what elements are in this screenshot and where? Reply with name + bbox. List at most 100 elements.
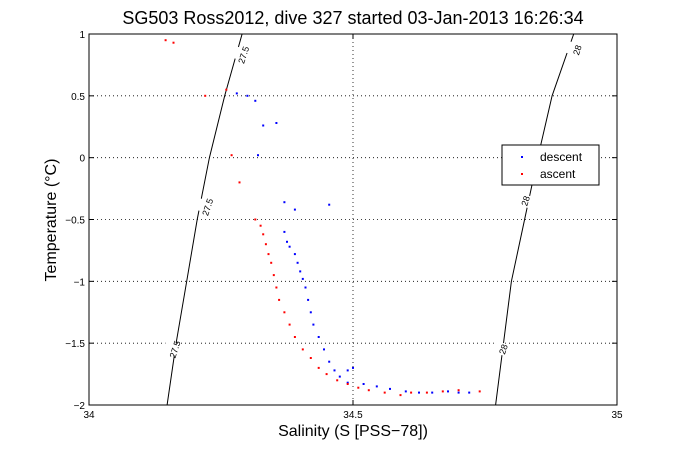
descent-point — [338, 375, 341, 378]
contour-label: 28 — [519, 195, 532, 208]
descent-point — [296, 261, 299, 264]
ascent-point — [399, 394, 402, 397]
descent-point — [301, 277, 304, 280]
descent-point — [457, 391, 460, 394]
contour-line-27-5 — [166, 34, 243, 405]
descent-point — [328, 203, 331, 206]
descent-point — [275, 122, 278, 124]
descent-point — [293, 208, 296, 211]
descent-point — [246, 94, 249, 97]
ascent-point — [272, 274, 275, 277]
ascent-point — [357, 386, 360, 389]
descent-point — [254, 99, 257, 102]
contour-label-bg — [513, 191, 538, 211]
ascent-point — [254, 218, 257, 221]
axis-ticks: 34 34.5 35 −2 −1.5 −1 −0.5 0 0.5 1 — [65, 30, 623, 421]
legend-label-ascent: ascent — [540, 167, 576, 181]
ascent-point — [309, 357, 312, 359]
legend-label-descent: descent — [540, 150, 583, 164]
descent-point — [307, 298, 310, 301]
y-tick-label: 1 — [79, 30, 85, 41]
x-axis-label: Salinity (S [PSS−78]) — [278, 423, 428, 440]
data-points — [164, 39, 481, 397]
series-ascent — [164, 39, 481, 397]
ascent-point — [225, 88, 228, 91]
descent-point — [299, 270, 302, 273]
ascent-point — [410, 391, 413, 394]
ascent-point — [230, 154, 233, 157]
descent-point — [346, 381, 349, 384]
descent-point — [262, 124, 265, 127]
y-axis-label: Temperature (°C) — [43, 159, 60, 282]
descent-point — [283, 230, 286, 233]
ascent-point — [264, 243, 267, 246]
ascent-point — [441, 390, 444, 393]
descent-point — [304, 286, 307, 289]
ascent-point — [288, 323, 291, 326]
ascent-point — [317, 366, 320, 369]
ascent-point — [172, 41, 175, 44]
ascent-point — [267, 253, 270, 256]
ascent-point — [367, 389, 370, 392]
descent-point — [283, 201, 286, 204]
ascent-point — [270, 261, 273, 264]
descent-point — [352, 366, 354, 369]
descent-point — [389, 387, 391, 390]
ascent-point — [275, 286, 278, 289]
x-tick-label: 35 — [611, 410, 623, 421]
descent-point — [286, 240, 288, 243]
contour-label-bg — [491, 340, 516, 359]
ascent-point — [164, 39, 167, 42]
contour-label: 28 — [571, 44, 584, 57]
x-tick-label: 34.5 — [343, 410, 363, 421]
ascent-point — [301, 348, 304, 351]
contour-label-bg — [565, 40, 590, 60]
ascent-point — [325, 373, 328, 376]
ascent-point — [457, 389, 460, 392]
contour-label-bg — [195, 198, 221, 217]
contour-label-bg — [162, 340, 188, 359]
descent-point — [468, 391, 471, 394]
y-tick-label: 0.5 — [71, 92, 85, 103]
ascent-point — [238, 181, 241, 184]
x-tick-label: 34 — [83, 410, 95, 421]
descent-point — [375, 385, 378, 388]
legend-box — [501, 144, 600, 186]
y-tick-label: 0 — [79, 154, 85, 165]
series-descent — [235, 92, 471, 394]
y-tick-label: −0.5 — [65, 216, 85, 227]
ascent-point — [425, 391, 428, 394]
ascent-point — [204, 94, 207, 97]
ascent-point — [346, 383, 349, 385]
legend: descent ascent — [501, 144, 600, 186]
descent-point — [293, 253, 296, 256]
chart-title: SG503 Ross2012, dive 327 started 03-Jan-… — [122, 8, 583, 28]
ascent-point — [336, 379, 339, 382]
descent-point — [312, 323, 315, 326]
descent-point — [431, 391, 434, 394]
y-tick-label: −2 — [74, 401, 86, 412]
descent-point — [418, 391, 420, 394]
ascent-point — [259, 224, 262, 227]
legend-marker-descent — [521, 156, 523, 158]
descent-point — [257, 154, 259, 157]
ascent-point — [478, 390, 481, 393]
y-tick-label: −1 — [74, 277, 86, 288]
legend-marker-ascent — [521, 173, 523, 175]
descent-point — [404, 390, 407, 393]
ascent-point — [278, 298, 281, 301]
ascent-point — [383, 391, 386, 394]
contour-label-bg — [231, 45, 257, 65]
descent-point — [235, 92, 238, 95]
descent-point — [447, 390, 449, 393]
descent-point — [362, 383, 365, 385]
descent-point — [288, 245, 291, 248]
descent-point — [328, 360, 331, 363]
y-tick-label: −1.5 — [65, 339, 85, 350]
descent-point — [346, 369, 349, 372]
ascent-point — [293, 336, 296, 338]
descent-point — [309, 311, 312, 314]
contour-label: 28 — [497, 343, 510, 356]
